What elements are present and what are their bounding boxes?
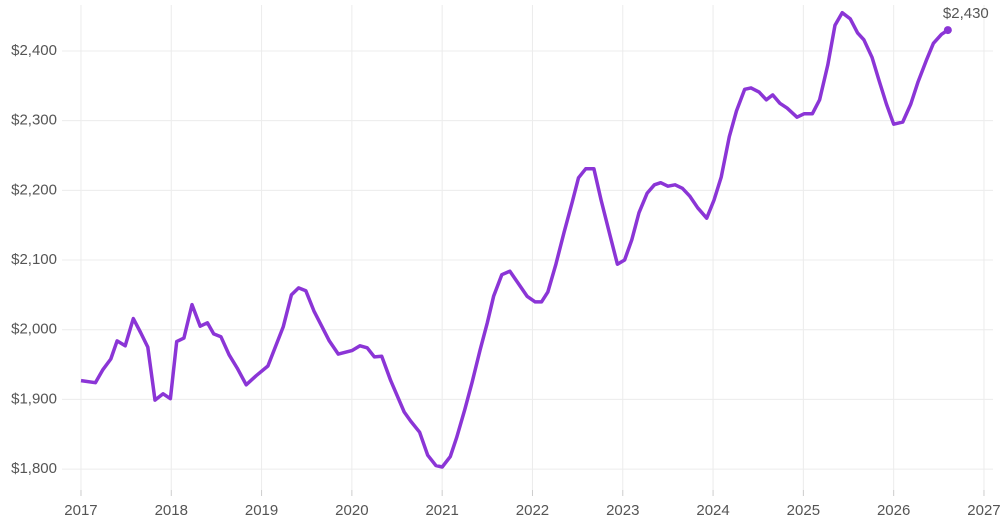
y-tick-label: $2,100: [11, 251, 57, 268]
value-label: $2,430: [943, 5, 989, 22]
end-point: [943, 26, 952, 35]
x-tick-label: 2024: [696, 502, 729, 519]
x-tick-label: 2026: [877, 502, 910, 519]
x-tick-label: 2021: [425, 502, 458, 519]
y-tick-label: $2,200: [11, 181, 57, 198]
x-tick-label: 2019: [245, 502, 278, 519]
x-tick-label: 2017: [64, 502, 97, 519]
y-tick-label: $1,800: [11, 460, 57, 477]
x-tick-label: 2022: [516, 502, 549, 519]
x-tick-label: 2023: [606, 502, 639, 519]
y-tick-label: $1,900: [11, 390, 57, 407]
x-tick-label: 2027: [967, 502, 1000, 519]
x-tick-label: 2018: [155, 502, 188, 519]
y-tick-label: $2,000: [11, 321, 57, 338]
x-tick-label: 2025: [787, 502, 820, 519]
y-tick-label: $2,400: [11, 42, 57, 59]
y-tick-label: $2,300: [11, 112, 57, 129]
line: [80, 10, 949, 469]
x-tick-label: 2020: [335, 502, 368, 519]
